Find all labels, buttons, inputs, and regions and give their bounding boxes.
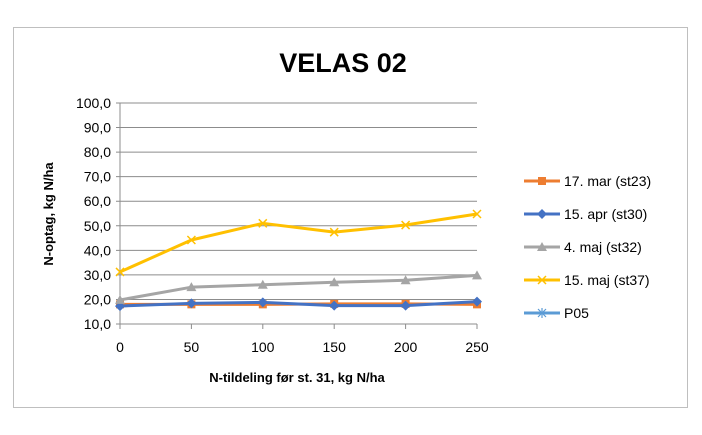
triangle-marker [186,282,197,292]
triangle-marker [400,275,411,285]
y-tick-label: 90,0 [84,120,111,136]
legend-label: P05 [564,305,589,321]
legend-label: 15. apr (st30) [564,206,647,222]
x-tick-label: 100 [251,339,275,355]
x-marker [472,209,482,219]
series-2 [115,270,482,304]
series-line [119,212,478,274]
y-tick-label: 40,0 [84,242,111,258]
legend-item: 15. maj (st37) [524,272,650,288]
x-tick-label: 0 [116,339,124,355]
chart-title: VELAS 02 [279,48,407,78]
legend-item: 17. mar (st23) [524,173,651,189]
series-1 [115,296,482,312]
x-marker [115,267,125,277]
y-tick-label: 20,0 [84,291,111,307]
y-tick-label: 30,0 [84,267,111,283]
legend-item: 15. apr (st30) [524,206,647,222]
x-marker [186,235,196,245]
x-marker [258,218,268,228]
legend-label: 17. mar (st23) [564,173,651,189]
legend-item: 4. maj (st32) [524,239,642,255]
diamond-marker [400,300,411,311]
triangle-marker [329,277,340,287]
y-tick-label: 100,0 [76,95,111,111]
chart-frame [13,27,688,408]
series-line [119,273,478,302]
x-axis-label: N-tildeling før st. 31, kg N/ha [209,370,385,385]
y-axis-label: N-optag, kg N/ha [41,162,56,266]
y-tick-label: 10,0 [84,316,111,332]
diamond-marker [537,209,547,219]
diamond-marker [329,300,340,311]
diamond-marker [186,298,197,309]
x-marker [537,275,547,285]
x-marker [401,220,411,230]
x-tick-label: 250 [465,339,489,355]
y-tick-label: 60,0 [84,193,111,209]
legend-label: 4. maj (st32) [564,239,642,255]
x-tick-label: 50 [184,339,200,355]
square-marker [538,177,546,185]
triangle-marker [257,279,268,289]
y-tick-label: 70,0 [84,169,111,185]
x-tick-label: 200 [394,339,418,355]
legend-item: P05 [524,305,589,321]
triangle-marker [472,270,482,280]
series-line [119,300,478,308]
star-marker [537,308,547,318]
legend-label: 15. maj (st37) [564,272,650,288]
triangle-marker [115,294,125,304]
triangle-marker [537,242,547,251]
diamond-marker [257,297,268,308]
y-tick-label: 50,0 [84,218,111,234]
diamond-marker [472,296,482,307]
series-3 [115,209,482,277]
y-tick-label: 80,0 [84,144,111,160]
x-marker [329,227,339,237]
x-tick-label: 150 [323,339,347,355]
